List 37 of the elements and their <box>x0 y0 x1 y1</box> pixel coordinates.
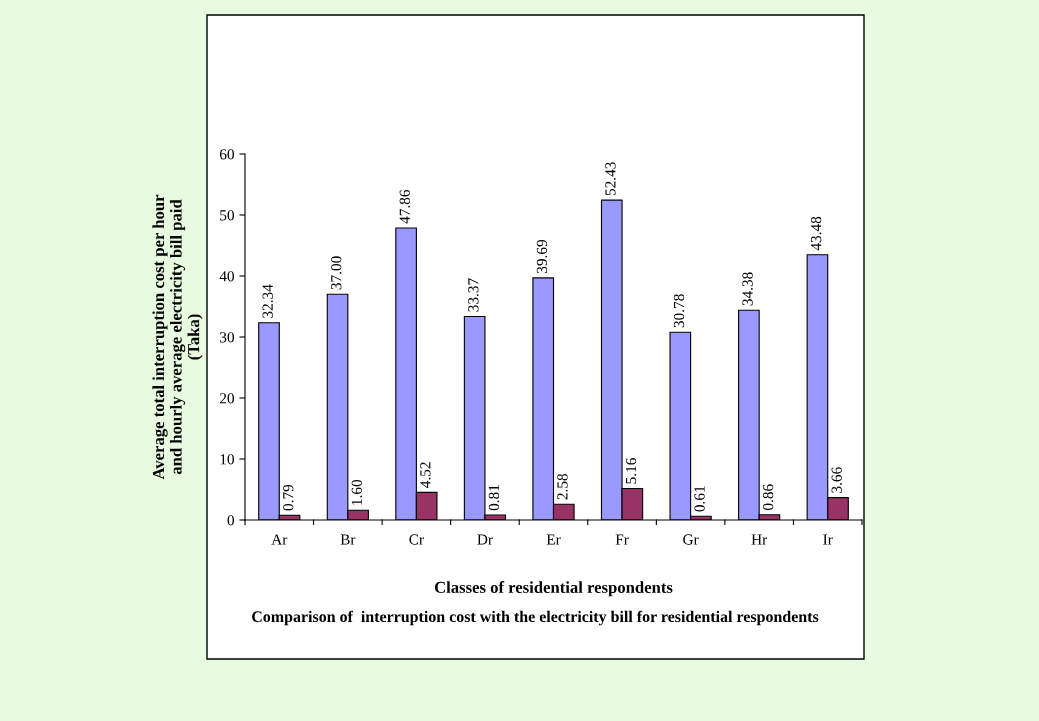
data-label: 5.16 <box>625 458 637 484</box>
data-label: 0.86 <box>762 484 774 510</box>
data-label: 52.43 <box>605 162 616 196</box>
x-tick-label: Br <box>340 534 356 545</box>
x-tick-label: Dr <box>477 534 493 545</box>
y-tick-label: 20 <box>219 393 234 404</box>
data-label: 32.34 <box>262 284 273 318</box>
y-tick-label: 40 <box>219 271 234 282</box>
data-label: 47.86 <box>399 189 410 224</box>
x-tick-label: Cr <box>409 534 424 545</box>
data-label: 1.60 <box>351 479 363 505</box>
data-label: 37.00 <box>331 256 342 290</box>
data-label: 43.48 <box>810 216 822 251</box>
y-tick-label: 60 <box>219 149 234 160</box>
y-tick-label: 30 <box>220 332 234 343</box>
data-label: 30.78 <box>673 294 685 328</box>
y-tick-label: 50 <box>220 210 234 221</box>
text: Comparison of interruption cost with the electricity bill for residential respondents <box>252 610 819 626</box>
x-tick-label: Ar <box>271 534 288 545</box>
y-tick-label: 0 <box>227 515 234 526</box>
data-label: 39.69 <box>536 239 548 273</box>
x-tick-label: Er <box>546 534 561 545</box>
x-tick-label: Fr <box>615 534 629 545</box>
data-label: 0.81 <box>488 485 500 511</box>
x-tick-label: Hr <box>751 534 768 545</box>
y-tick-label: 10 <box>220 454 234 465</box>
x-axis-title: Classes of residential respondents <box>434 581 673 597</box>
x-tick-label: Ir <box>823 534 833 545</box>
data-label: 3.66 <box>831 467 842 493</box>
data-label: 0.61 <box>694 486 705 512</box>
data-label: 33.37 <box>468 278 479 312</box>
data-label: 34.38 <box>742 272 753 306</box>
y-axis-title: Average total interruption cost per hour and hourly average electricity bill paid (Taka) <box>152 194 203 480</box>
data-label: 0.79 <box>283 484 294 511</box>
x-tick-label: Gr <box>683 534 699 545</box>
data-label: 4.52 <box>420 462 431 488</box>
data-label: 2.58 <box>557 473 568 500</box>
